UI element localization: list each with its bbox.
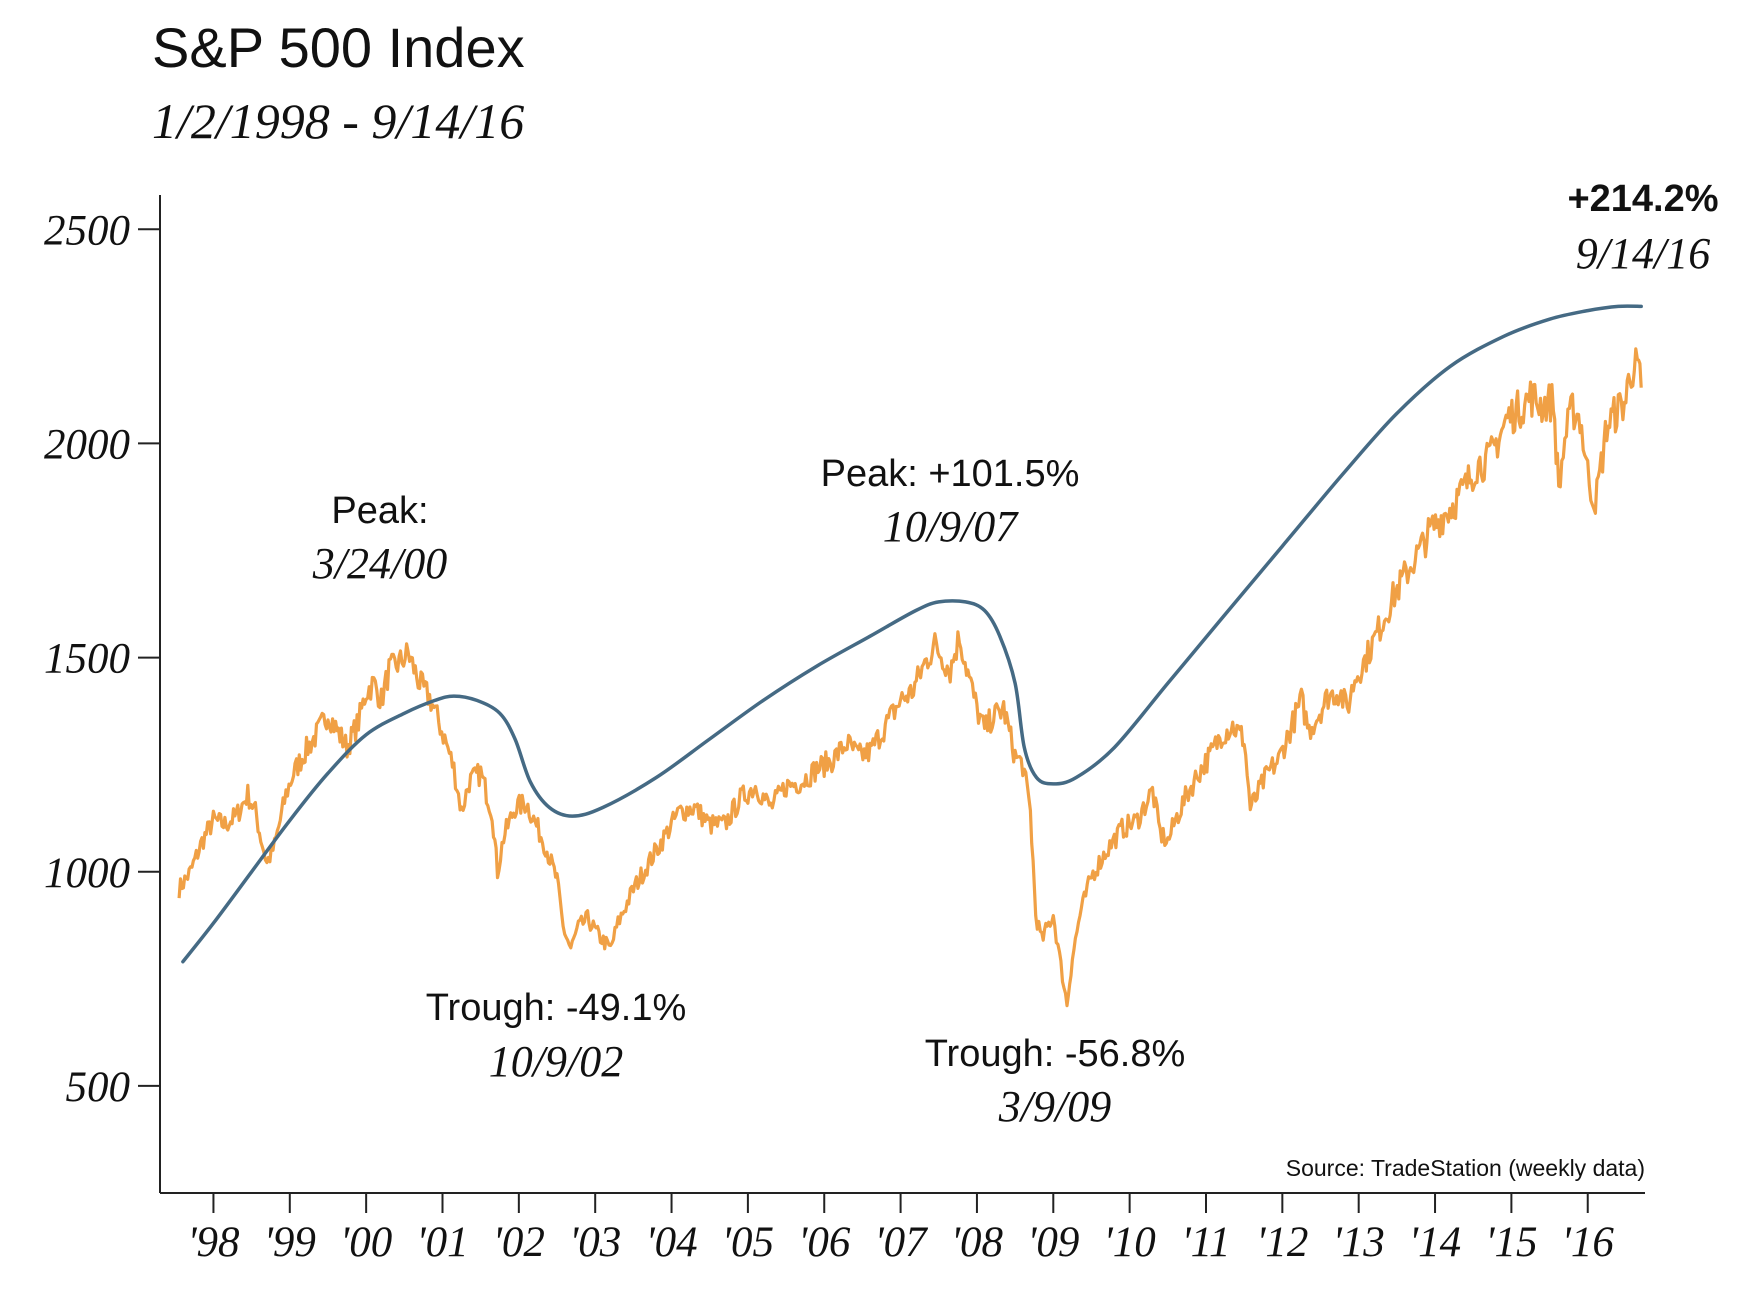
source-note: Source: TradeStation (weekly data) [1286,1155,1645,1181]
x-tick-label: '16 [1562,1219,1615,1266]
annotation-peak-2007-date: 10/9/07 [883,502,1019,551]
x-axis: '98 '99 '00 '01 '02 '03 '04 '05 '06 '07 '08 '09 '10 '… [160,1192,1645,1266]
annotation-trough-2002-date: 10/9/02 [489,1037,623,1086]
y-tick-label: 2500 [44,207,130,254]
x-tick-label: '98 [187,1219,240,1266]
x-tick-label: '03 [569,1219,621,1266]
x-tick-label: '99 [264,1219,316,1266]
annotation-trough-2002-label: Trough: -49.1% [426,987,687,1029]
x-tick-label: '01 [416,1219,468,1266]
annotation-peak-2007-label: Peak: +101.5% [821,453,1080,495]
x-tick-label: '08 [951,1219,1004,1266]
y-tick-label: 2000 [44,421,130,468]
y-tick-label: 500 [66,1064,131,1111]
annotation-current-label: +214.2% [1567,178,1718,220]
x-tick-label: '11 [1181,1219,1230,1266]
x-tick-label: '07 [874,1219,928,1266]
x-tick-label: '04 [645,1219,697,1266]
annotation-trough-2009-date: 3/9/09 [998,1082,1111,1131]
annotation-peak-2000-date: 3/24/00 [312,539,447,588]
x-tick-label: '02 [493,1219,545,1266]
annotation-current-date: 9/14/16 [1576,229,1710,278]
x-tick-label: '09 [1027,1219,1079,1266]
x-tick-label: '10 [1104,1219,1156,1266]
x-tick-label: '00 [340,1219,392,1266]
x-tick-label: '12 [1256,1219,1308,1266]
x-tick-label: '15 [1485,1219,1537,1266]
series-layer [177,304,1643,1008]
annotations: Peak: 3/24/00 Peak: +101.5% 10/9/07 Trou… [312,178,1719,1131]
y-tick-label: 1000 [44,850,130,897]
chart-subtitle: 1/2/1998 - 9/14/16 [152,93,524,149]
x-tick-label: '06 [798,1219,851,1266]
y-axis: 2500 2000 1500 1000 500 [44,195,161,1193]
annotation-trough-2009-label: Trough: -56.8% [925,1033,1186,1075]
trend-curve-line [181,304,1643,964]
x-tick-label: '14 [1409,1219,1461,1266]
chart-title: S&P 500 Index [152,16,525,79]
x-tick-label: '05 [722,1219,774,1266]
x-tick-label: '13 [1333,1219,1385,1266]
annotation-peak-2000-label: Peak: [331,490,428,532]
sp500-price-line [177,347,1643,1008]
y-tick-label: 1500 [44,636,130,683]
